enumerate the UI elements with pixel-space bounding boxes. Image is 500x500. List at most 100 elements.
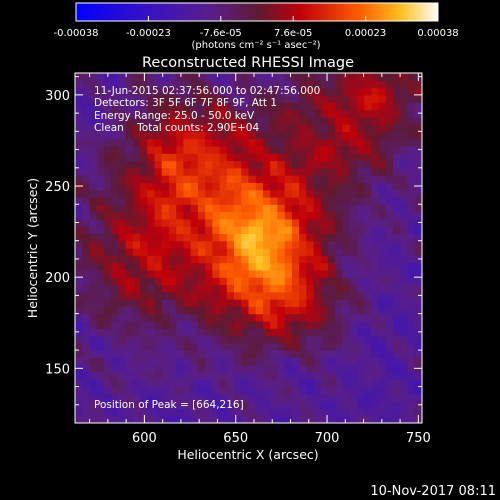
heatmap-cell xyxy=(140,335,148,344)
heatmap-cell xyxy=(277,102,286,111)
heatmap-cell xyxy=(161,291,170,300)
heatmap-cell xyxy=(75,393,83,402)
heatmap-cell xyxy=(248,313,257,322)
heatmap-cell xyxy=(168,255,177,264)
heatmap-cell xyxy=(371,153,380,162)
heatmap-cell xyxy=(277,401,286,410)
heatmap-cell xyxy=(103,320,112,329)
heatmap-cell xyxy=(328,291,336,300)
heatmap-cell xyxy=(356,320,365,329)
heatmap-cell xyxy=(335,291,344,300)
heatmap-cell xyxy=(349,196,358,205)
heatmap-cell xyxy=(313,415,322,423)
heatmap-cell xyxy=(205,124,213,132)
heatmap-cell xyxy=(378,364,387,373)
heatmap-cell xyxy=(248,350,257,358)
heatmap-cell xyxy=(385,80,394,89)
heatmap-cell xyxy=(125,218,134,227)
heatmap-cell xyxy=(342,393,351,402)
heatmap-cell xyxy=(190,408,199,417)
heatmap-cell xyxy=(241,109,250,118)
heatmap-cell xyxy=(147,291,156,300)
heatmap-cell xyxy=(219,211,228,220)
heatmap-cell xyxy=(385,386,394,395)
heatmap-cell xyxy=(132,371,141,380)
heatmap-cell xyxy=(356,335,365,344)
heatmap-cell xyxy=(262,196,271,205)
heatmap-cell xyxy=(75,211,83,220)
heatmap-cell xyxy=(176,357,185,366)
heatmap-cell xyxy=(219,131,228,140)
heatmap-cell xyxy=(262,189,271,198)
heatmap-cell xyxy=(356,175,365,183)
heatmap-cell xyxy=(241,204,250,213)
heatmap-cell xyxy=(328,415,336,423)
heatmap-cell xyxy=(96,240,105,249)
heatmap-cell xyxy=(111,153,119,162)
heatmap-cell xyxy=(313,262,322,271)
heatmap-cell xyxy=(248,189,257,198)
heatmap-cell xyxy=(89,109,98,118)
heatmap-cell xyxy=(407,386,416,395)
heatmap-cell xyxy=(197,226,206,235)
heatmap-cell xyxy=(284,145,293,154)
heatmap-cell xyxy=(356,255,365,264)
heatmap-cell xyxy=(140,306,148,315)
heatmap-cell xyxy=(284,102,293,111)
heatmap-cell xyxy=(197,371,206,380)
heatmap-cell xyxy=(75,335,83,344)
heatmap-cell xyxy=(147,160,156,169)
heatmap-cell xyxy=(277,335,286,344)
heatmap-cell xyxy=(176,131,185,140)
heatmap-cell xyxy=(147,182,156,191)
heatmap-cell xyxy=(385,204,394,213)
heatmap-cell xyxy=(299,364,307,373)
heatmap-cell xyxy=(154,233,163,242)
heatmap-cell xyxy=(255,335,264,344)
heatmap-cell xyxy=(270,284,279,293)
heatmap-cell xyxy=(111,73,119,81)
heatmap-cell xyxy=(226,87,235,96)
heatmap-cell xyxy=(118,124,127,132)
heatmap-cell xyxy=(270,335,279,344)
heatmap-cell xyxy=(234,182,242,191)
heatmap-cell xyxy=(255,408,264,417)
heatmap-cell xyxy=(147,94,156,103)
heatmap-cell xyxy=(154,240,163,249)
heatmap-cell xyxy=(313,240,322,249)
heatmap-cell xyxy=(335,145,344,154)
heatmap-cell xyxy=(284,379,293,388)
heatmap-cell xyxy=(306,204,315,213)
heatmap-cell xyxy=(205,364,213,373)
heatmap-cell xyxy=(96,218,105,227)
heatmap-cell xyxy=(306,196,315,205)
heatmap-cell xyxy=(212,277,221,286)
heatmap-cell xyxy=(118,248,127,256)
heatmap-cell xyxy=(371,73,380,81)
heatmap-cell xyxy=(349,175,358,183)
heatmap-cell xyxy=(385,415,394,423)
heatmap-cell xyxy=(103,255,112,264)
heatmap-cell xyxy=(385,284,394,293)
heatmap-cell xyxy=(335,80,344,89)
heatmap-cell xyxy=(197,255,206,264)
heatmap-cell xyxy=(414,408,422,417)
heatmap-cell xyxy=(284,182,293,191)
heatmap-cell xyxy=(407,167,416,176)
heatmap-cell xyxy=(176,204,185,213)
heatmap-cell xyxy=(356,160,365,169)
heatmap-cell xyxy=(161,408,170,417)
heatmap-cell xyxy=(219,218,228,227)
heatmap-cell xyxy=(226,299,235,307)
heatmap-cell xyxy=(125,357,134,366)
heatmap-cell xyxy=(183,138,192,147)
heatmap-cell xyxy=(183,153,192,162)
heatmap-cell xyxy=(147,116,156,125)
heatmap-cell xyxy=(299,233,307,242)
heatmap-cell xyxy=(176,94,185,103)
heatmap-cell xyxy=(277,291,286,300)
heatmap-cell xyxy=(75,313,83,322)
heatmap-cell xyxy=(248,299,257,307)
heatmap-cell xyxy=(371,379,380,388)
heatmap-cell xyxy=(118,94,127,103)
